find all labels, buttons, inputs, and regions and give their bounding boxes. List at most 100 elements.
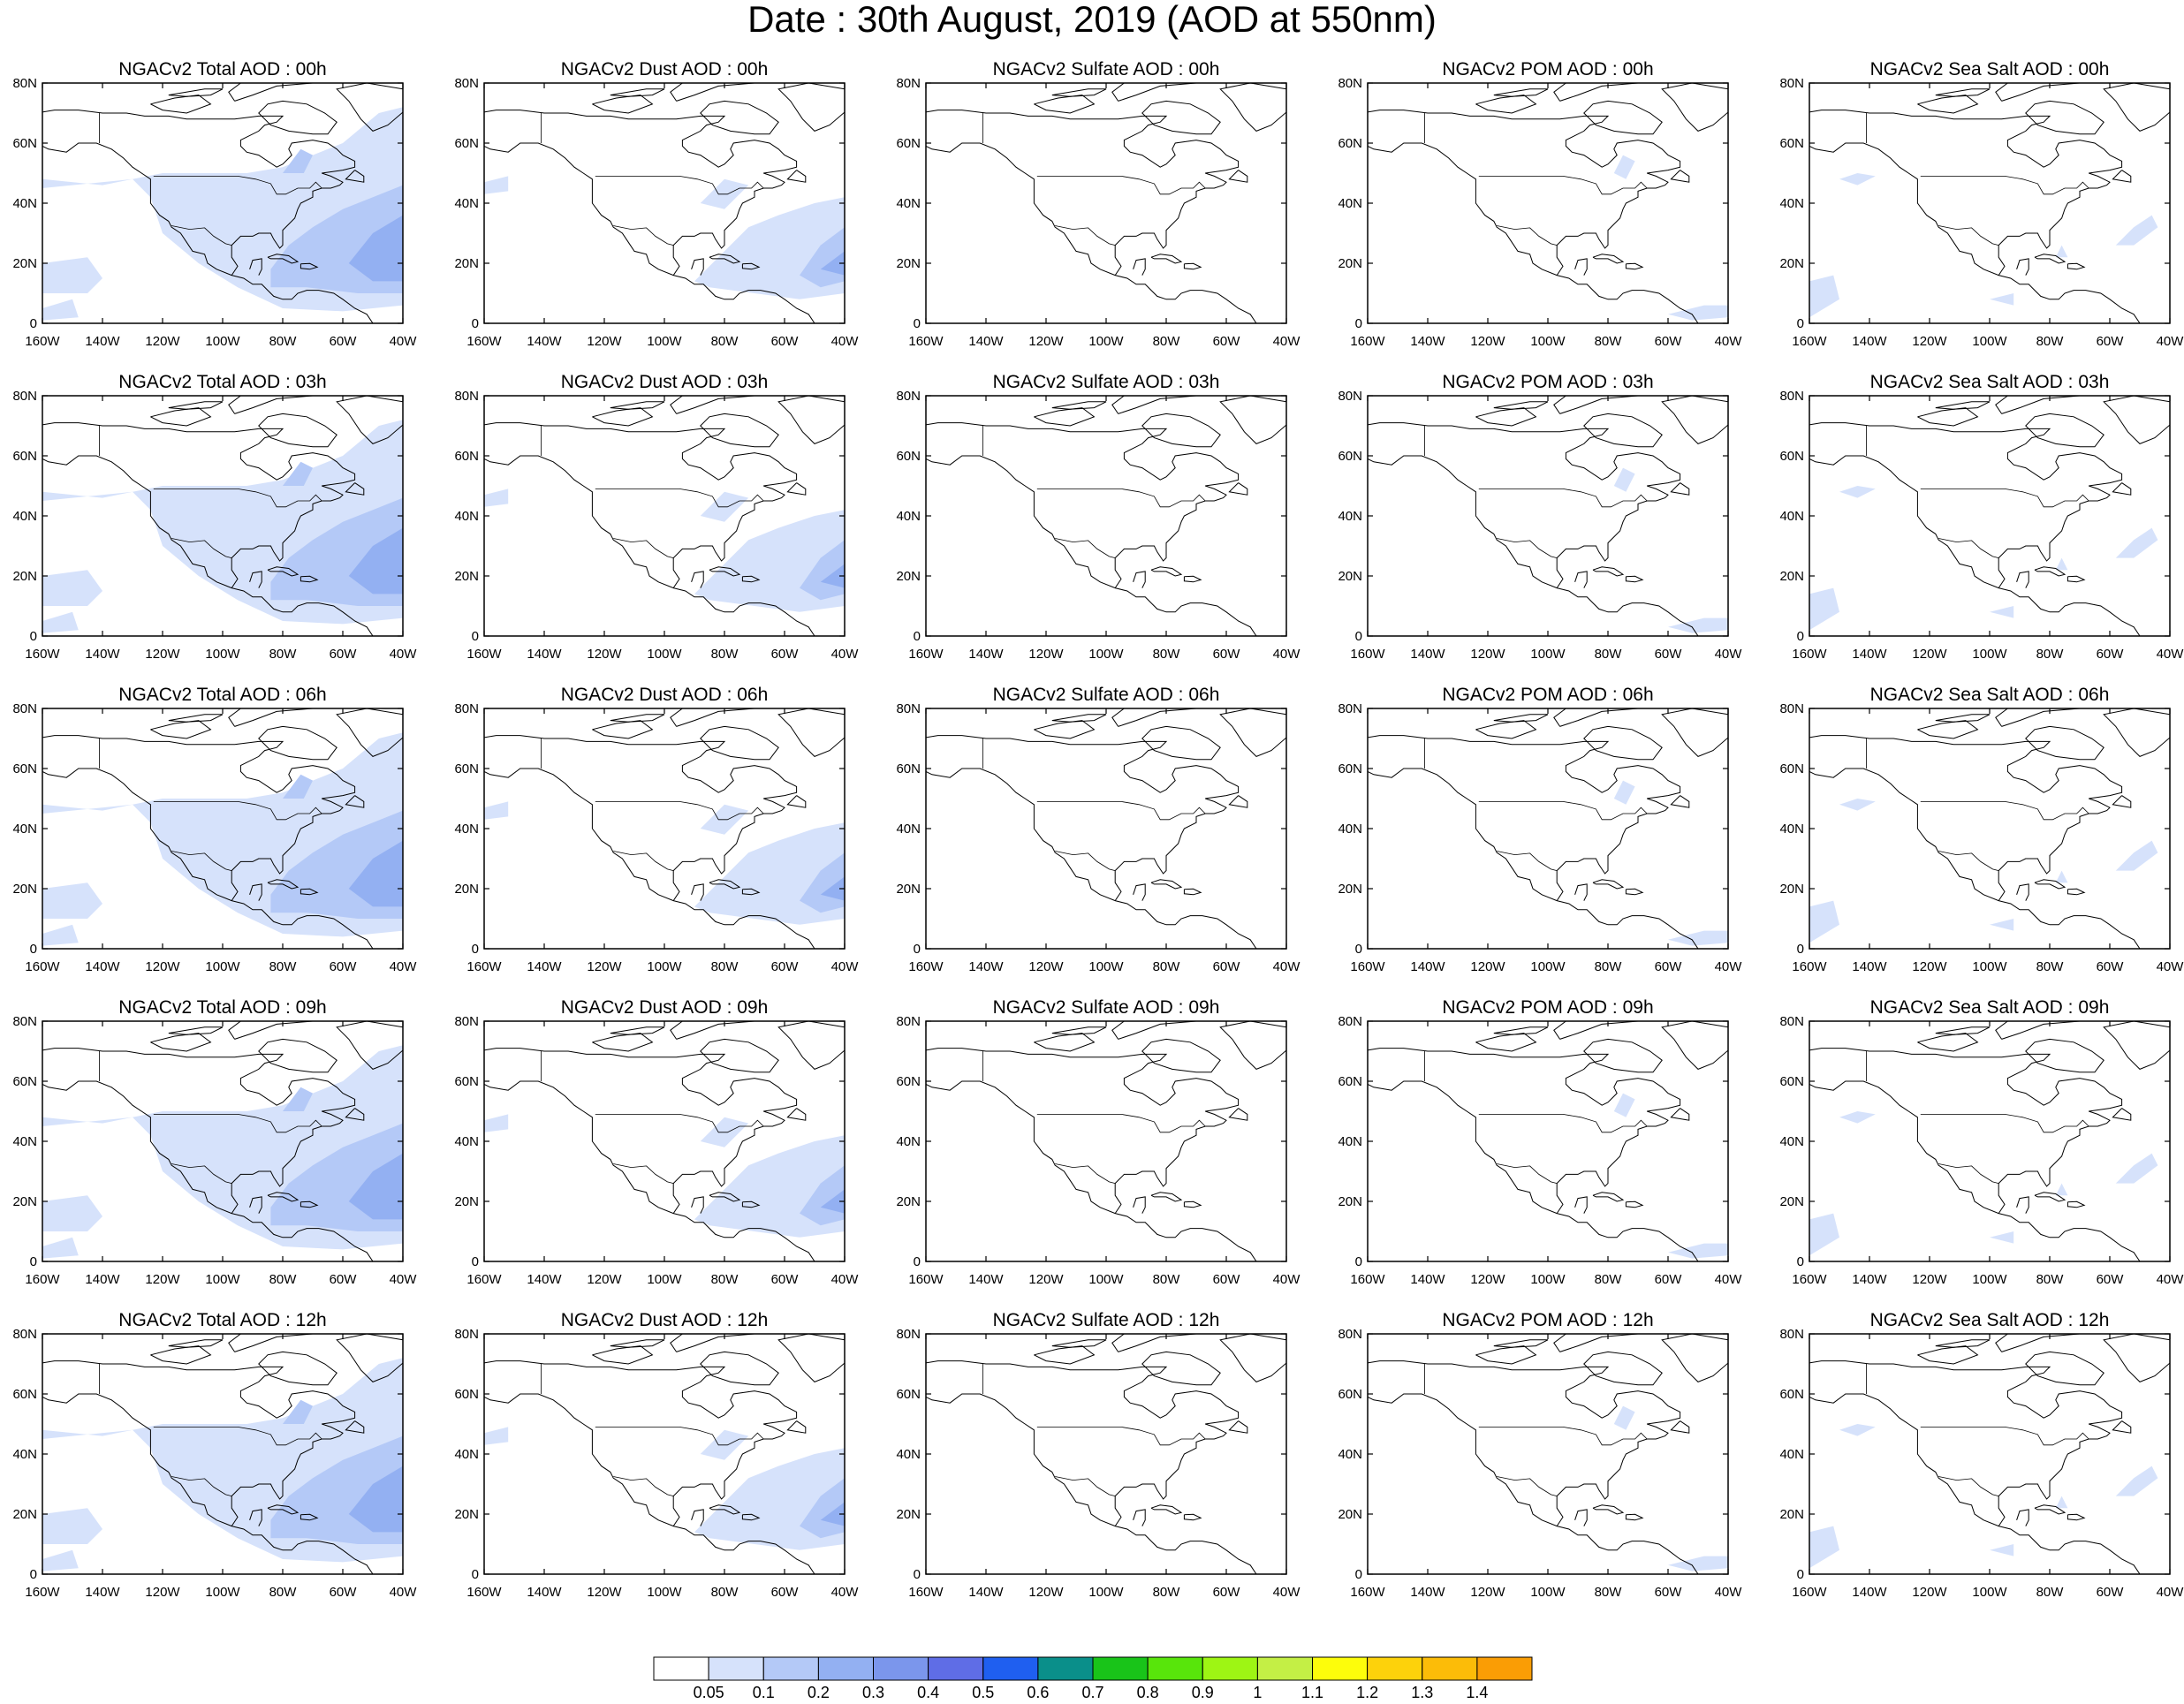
border-line bbox=[1938, 225, 1999, 246]
lat-tick-label: 40N bbox=[12, 1134, 37, 1149]
lon-tick-label: 100W bbox=[647, 334, 682, 349]
map-plot: 80N 60N 40N 20N 0 160W 140W 120W 100W 80W 60W 40W bbox=[454, 1327, 859, 1600]
lat-tick-label: 40N bbox=[454, 196, 479, 211]
island-outline bbox=[1475, 407, 1537, 427]
map-panel: NGACv2 POM AOD : 00h 80N 60N 40N 20N 0 160W 140… bbox=[1338, 58, 1742, 352]
lon-tick-label: 80W bbox=[2036, 1585, 2065, 1600]
coastline bbox=[2016, 1509, 2029, 1526]
coastline bbox=[1368, 768, 1699, 949]
map-panel: NGACv2 Total AOD : 00h 80N 60N 40N 20N 0 160W 1… bbox=[12, 58, 417, 352]
map-background bbox=[926, 1021, 1286, 1261]
coastline bbox=[926, 422, 1240, 588]
island-outline bbox=[1141, 1351, 1221, 1386]
aod-field bbox=[484, 176, 845, 299]
border-line bbox=[1055, 1476, 1116, 1496]
coastline bbox=[42, 1393, 374, 1574]
coastline bbox=[1150, 1192, 1183, 1202]
lat-tick-label: 0 bbox=[1355, 1254, 1362, 1269]
lat-tick-label: 0 bbox=[1797, 942, 1804, 957]
lat-tick-label: 40N bbox=[896, 196, 921, 211]
lat-tick-label: 0 bbox=[1355, 316, 1362, 331]
lon-tick-label: 100W bbox=[647, 647, 682, 662]
lat-tick-label: 40N bbox=[896, 509, 921, 524]
lat-tick-label: 40N bbox=[1779, 196, 1804, 211]
map-plot: 80N 60N 40N 20N 0 160W 140W 120W 100W 80W 60W 40W bbox=[12, 1014, 417, 1287]
island-outline bbox=[1553, 396, 1642, 414]
aod-region bbox=[2115, 1153, 2158, 1184]
colorbar-swatch bbox=[1476, 1656, 1533, 1681]
lon-tick-label: 120W bbox=[1912, 647, 1947, 662]
lon-tick-label: 40W bbox=[1273, 647, 1301, 662]
border-line bbox=[613, 225, 674, 246]
island-outline bbox=[670, 83, 758, 102]
lon-tick-label: 160W bbox=[1792, 959, 1827, 974]
coastlines bbox=[42, 1334, 403, 1574]
island-outline bbox=[1219, 708, 1286, 757]
lon-tick-label: 60W bbox=[771, 647, 800, 662]
coastline bbox=[926, 1080, 1257, 1261]
lat-tick-label: 40N bbox=[1779, 509, 1804, 524]
lon-tick-label: 100W bbox=[1972, 334, 2007, 349]
coastline bbox=[42, 768, 374, 949]
island-outline bbox=[700, 1038, 779, 1073]
aod-region bbox=[2115, 527, 2158, 558]
border-line bbox=[153, 801, 322, 821]
coastline bbox=[300, 575, 319, 583]
island-outline bbox=[777, 396, 845, 444]
island-outline bbox=[1141, 1038, 1221, 1073]
aod-field bbox=[1613, 1405, 1728, 1571]
lat-tick-label: 20N bbox=[12, 569, 37, 584]
map-area: 80N 60N 40N 20N 0 160W 140W 120W 100W 80W 60W 40W bbox=[12, 389, 417, 662]
lon-tick-label: 80W bbox=[269, 647, 298, 662]
lat-tick-label: 20N bbox=[454, 1507, 479, 1522]
lat-tick-label: 0 bbox=[472, 1567, 479, 1582]
island-outline bbox=[1995, 396, 2083, 414]
lon-tick-label: 40W bbox=[831, 959, 860, 974]
coastlines bbox=[42, 1021, 403, 1261]
coastline bbox=[484, 1080, 815, 1261]
map-area: 80N 60N 40N 20N 0 160W 140W 120W 100W 80W 60W 40W bbox=[1779, 1327, 2184, 1600]
island-outline bbox=[2103, 708, 2170, 757]
map-area: 80N 60N 40N 20N 0 160W 140W 120W 100W 80W 60W 40W bbox=[454, 389, 859, 662]
lon-tick-label: 100W bbox=[647, 959, 682, 974]
lat-tick-label: 80N bbox=[454, 1327, 479, 1342]
aod-region bbox=[42, 1237, 79, 1259]
lat-tick-label: 60N bbox=[1779, 1387, 1804, 1402]
lon-tick-label: 140W bbox=[968, 959, 1004, 974]
island-outline bbox=[670, 1334, 758, 1352]
lat-tick-label: 20N bbox=[1338, 569, 1362, 584]
lat-tick-label: 20N bbox=[454, 1194, 479, 1209]
lat-tick-label: 60N bbox=[12, 1387, 37, 1402]
lon-tick-label: 140W bbox=[85, 959, 120, 974]
lat-tick-label: 80N bbox=[12, 1014, 37, 1029]
island-outline bbox=[700, 100, 779, 135]
coastline bbox=[2034, 1504, 2066, 1515]
lon-tick-label: 40W bbox=[390, 334, 418, 349]
lat-tick-label: 40N bbox=[1338, 509, 1362, 524]
lon-tick-label: 160W bbox=[466, 1585, 502, 1600]
coastline bbox=[42, 110, 356, 276]
lon-tick-label: 100W bbox=[1088, 1272, 1124, 1287]
colorbar-label: 1.2 bbox=[1356, 1684, 1378, 1701]
coastline bbox=[1809, 768, 2141, 949]
lat-tick-label: 80N bbox=[1338, 76, 1362, 91]
coastlines bbox=[1809, 708, 2170, 949]
island-outline bbox=[2112, 170, 2132, 183]
lon-tick-label: 80W bbox=[2036, 1272, 2065, 1287]
coastline bbox=[484, 422, 798, 588]
aod-region bbox=[42, 570, 102, 606]
lat-tick-label: 0 bbox=[30, 629, 37, 644]
map-panel: NGACv2 Dust AOD : 09h 80N 60N 40N 20N 0 160W 14… bbox=[454, 996, 859, 1290]
island-outline bbox=[610, 714, 665, 723]
lon-tick-label: 120W bbox=[587, 647, 622, 662]
coastline bbox=[1368, 1048, 1681, 1214]
lon-tick-label: 100W bbox=[1088, 647, 1124, 662]
lon-tick-label: 120W bbox=[145, 1272, 180, 1287]
border-line bbox=[1920, 801, 2089, 821]
panel-title: NGACv2 Sulfate AOD : 03h bbox=[992, 372, 1220, 392]
lon-tick-label: 120W bbox=[587, 334, 622, 349]
coastline bbox=[1368, 1393, 1699, 1574]
island-outline bbox=[777, 708, 845, 757]
lon-tick-label: 160W bbox=[908, 334, 944, 349]
